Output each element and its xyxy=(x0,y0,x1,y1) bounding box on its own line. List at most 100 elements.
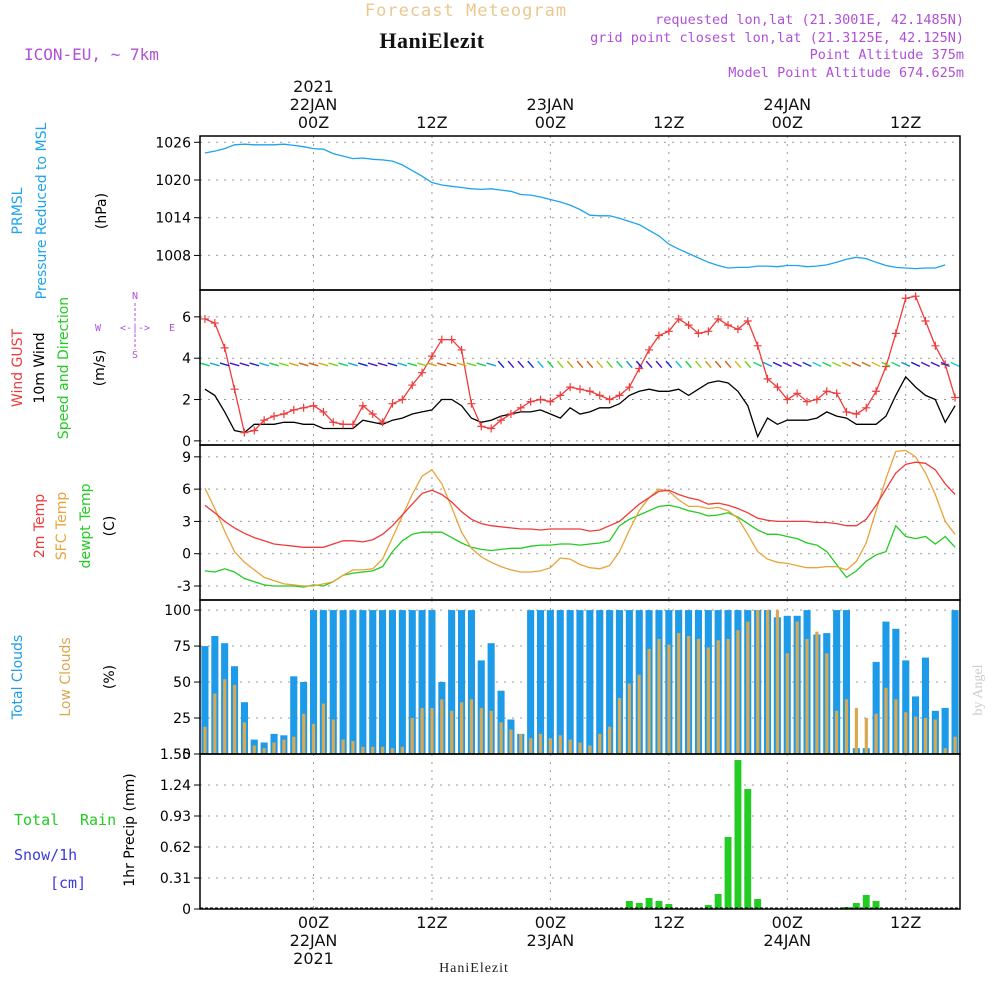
precip-frame xyxy=(199,753,961,910)
low-clouds-bar xyxy=(568,739,572,754)
wind-gust-marker xyxy=(743,317,752,325)
pressure-panel-labels: PRMSL Pressure Reduced to MSL (hPa) xyxy=(10,122,110,299)
wind-direction-arrow xyxy=(851,361,861,368)
precip-ytick-label: 1.55 xyxy=(160,747,191,763)
pressure-ytick-label: 1026 xyxy=(155,135,191,151)
wind-direction-arrow xyxy=(635,360,643,369)
wind-direction-arrow xyxy=(675,360,683,369)
precip-ytick-label: 1.24 xyxy=(160,778,191,794)
time-axis-label: 00Z xyxy=(772,913,803,932)
low-clouds-bar xyxy=(884,687,888,754)
low-clouds-bar xyxy=(716,640,720,754)
wind-gust-marker xyxy=(299,403,308,412)
low-clouds-bar xyxy=(805,638,809,754)
temp-ytick-label: 9 xyxy=(182,450,191,466)
wind-gust-marker xyxy=(467,399,476,408)
wind-gust-marker xyxy=(951,393,960,402)
wind-panel-labels: Wind GUST 10m Wind Speed and Direction (… xyxy=(10,291,175,439)
wind-direction-arrow xyxy=(527,360,535,369)
wind-direction-arrow xyxy=(831,361,842,368)
wind-gust-marker xyxy=(832,389,841,398)
wind-direction-arrow xyxy=(279,362,289,367)
low-clouds-bar xyxy=(696,638,701,754)
wind-direction-arrow xyxy=(436,362,447,367)
low-clouds-label: Low Clouds xyxy=(58,637,74,716)
low-clouds-bar xyxy=(499,722,503,754)
wind-direction-arrow xyxy=(950,361,960,368)
low-clouds-bar xyxy=(479,707,483,754)
temp-dew-line xyxy=(204,504,956,588)
low-clouds-bar xyxy=(943,748,947,754)
temp-sfc-label: SFC Temp xyxy=(54,492,70,561)
low-clouds-bar xyxy=(242,722,246,754)
low-clouds-bar xyxy=(904,712,908,754)
total-clouds-bar xyxy=(566,610,574,754)
rain-label: Rain xyxy=(80,811,116,829)
low-clouds-bar xyxy=(529,738,533,754)
clouds-ytick-label: 100 xyxy=(164,603,191,619)
wind-direction-arrow xyxy=(655,360,663,369)
time-axis-label: 2021 xyxy=(293,77,334,96)
precip-ytick-label: 0.93 xyxy=(160,809,191,825)
wind-gust-marker xyxy=(625,383,634,392)
wind-direction-arrow xyxy=(901,361,911,368)
time-axis-label: 12Z xyxy=(653,913,684,932)
low-clouds-bar xyxy=(617,697,622,754)
low-clouds-bar xyxy=(548,738,552,754)
low-clouds-bar xyxy=(578,742,582,754)
wind-gust-marker xyxy=(270,412,279,421)
rain-bar xyxy=(724,837,732,909)
wind-gust-marker xyxy=(398,395,407,404)
time-axis-label: 12Z xyxy=(890,913,921,932)
wind-gust-marker xyxy=(763,374,772,383)
wind-gust-marker xyxy=(605,395,614,404)
wind-gust-marker xyxy=(595,391,604,400)
time-axis-label: 23JAN xyxy=(527,95,575,114)
wind-direction-arrow xyxy=(537,360,544,369)
wind-direction-arrow xyxy=(812,361,822,368)
total-clouds-bar xyxy=(418,610,426,754)
low-clouds-bar xyxy=(292,736,296,754)
wind-gust-marker xyxy=(911,292,920,301)
wind-panel: 0 2 4 6 xyxy=(182,289,961,450)
wind-gust-marker xyxy=(803,397,812,406)
low-clouds-bar xyxy=(835,710,839,754)
low-clouds-bar xyxy=(390,748,395,754)
wind-gust-marker xyxy=(773,383,782,392)
total-clouds-bar xyxy=(339,610,347,754)
low-clouds-bar xyxy=(766,610,770,754)
total-clouds-bar xyxy=(290,676,298,754)
wind-direction-arrow xyxy=(772,361,783,368)
wind-direction-arrow xyxy=(407,362,418,367)
temp-ytick-label: 6 xyxy=(182,482,191,498)
wind-direction-arrow xyxy=(645,360,653,369)
time-axis-label: 12Z xyxy=(416,913,447,932)
wind-direction-arrow xyxy=(288,362,299,367)
wind-gust-marker xyxy=(437,335,446,344)
wind-gust-marker xyxy=(921,317,930,325)
low-clouds-bar xyxy=(331,719,335,754)
wind-ytick-label: 2 xyxy=(182,393,191,409)
wind-10m-line xyxy=(204,375,956,439)
wind-direction-arrow xyxy=(822,361,832,368)
wind-direction-arrow xyxy=(930,361,940,368)
wind-gust-marker xyxy=(585,387,594,396)
total-clouds-bar xyxy=(359,610,367,754)
total-clouds-bar xyxy=(546,610,554,754)
total-clouds-bar xyxy=(625,610,633,754)
wind-direction-arrow xyxy=(357,362,368,367)
rain-bar xyxy=(635,903,643,909)
wind-direction-arrow xyxy=(377,362,388,367)
wind-gust-marker xyxy=(566,383,575,392)
wind-direction-arrow xyxy=(724,360,732,369)
low-clouds-bar xyxy=(608,726,612,754)
total-clouds-bar xyxy=(941,707,949,754)
low-clouds-bar xyxy=(756,610,760,754)
wind-direction-arrow xyxy=(269,362,279,367)
wind-gust-marker xyxy=(891,329,900,338)
temp-ytick-label: 3 xyxy=(182,514,191,530)
wind-frame xyxy=(199,289,961,446)
total-clouds-bar xyxy=(951,610,959,754)
total-clouds-bar xyxy=(487,643,495,754)
